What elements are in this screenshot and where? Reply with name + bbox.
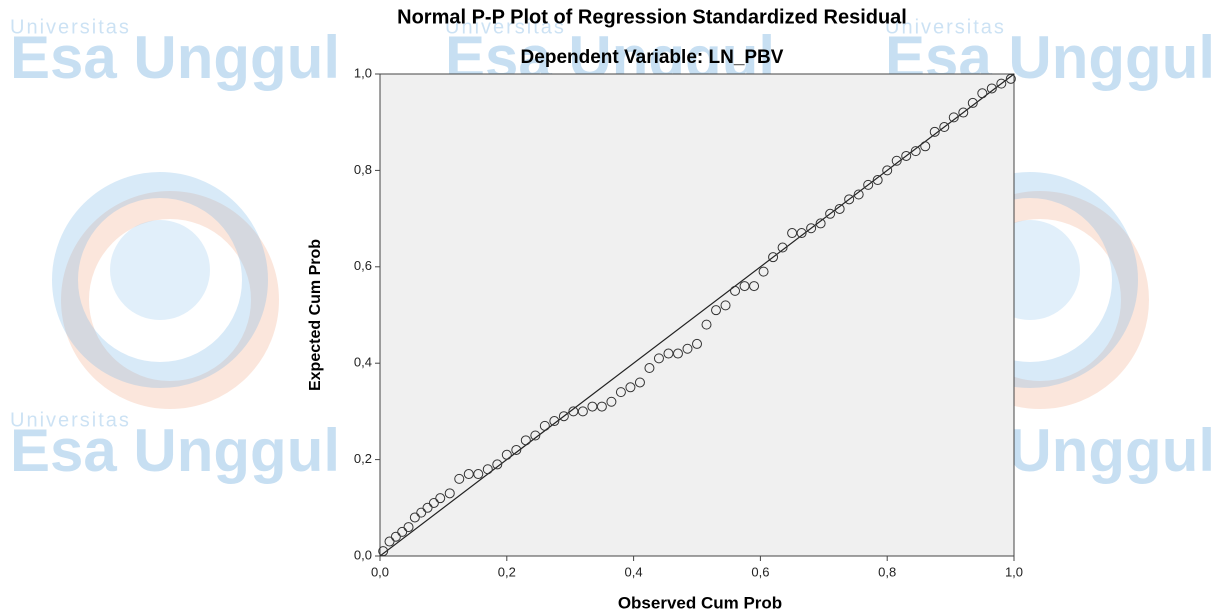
x-tick-label: 0,0	[371, 564, 389, 579]
y-tick-label: 0,2	[354, 451, 372, 466]
x-tick-label: 0,4	[625, 564, 643, 579]
x-tick-label: 0,6	[751, 564, 769, 579]
watermark-large: Esa Unggul	[10, 417, 340, 484]
y-tick-label: 1,0	[354, 65, 372, 80]
y-tick-label: 0,6	[354, 258, 372, 273]
chart-title: Normal P-P Plot of Regression Standardiz…	[397, 6, 907, 28]
y-tick-label: 0,8	[354, 162, 372, 177]
chart: UniversitasEsa UnggulUniversitasEsa Ungg…	[0, 0, 1212, 615]
watermark-large: Esa Unggul	[10, 24, 340, 91]
x-tick-label: 0,2	[498, 564, 516, 579]
x-tick-label: 1,0	[1005, 564, 1023, 579]
y-tick-label: 0,4	[354, 355, 372, 370]
watermark-disc	[110, 220, 210, 320]
x-tick-label: 0,8	[878, 564, 896, 579]
y-tick-label: 0,0	[354, 547, 372, 562]
x-axis-label: Observed Cum Prob	[618, 593, 782, 612]
chart-subtitle: Dependent Variable: LN_PBV	[521, 47, 784, 68]
y-axis-label: Expected Cum Prob	[307, 239, 324, 391]
